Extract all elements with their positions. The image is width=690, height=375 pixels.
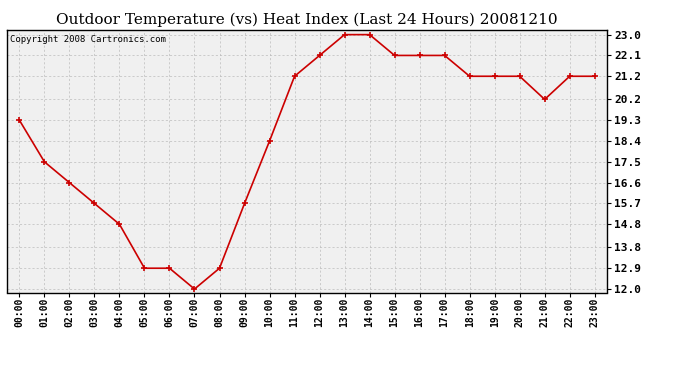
Text: Copyright 2008 Cartronics.com: Copyright 2008 Cartronics.com: [10, 35, 166, 44]
Title: Outdoor Temperature (vs) Heat Index (Last 24 Hours) 20081210: Outdoor Temperature (vs) Heat Index (Las…: [57, 13, 558, 27]
